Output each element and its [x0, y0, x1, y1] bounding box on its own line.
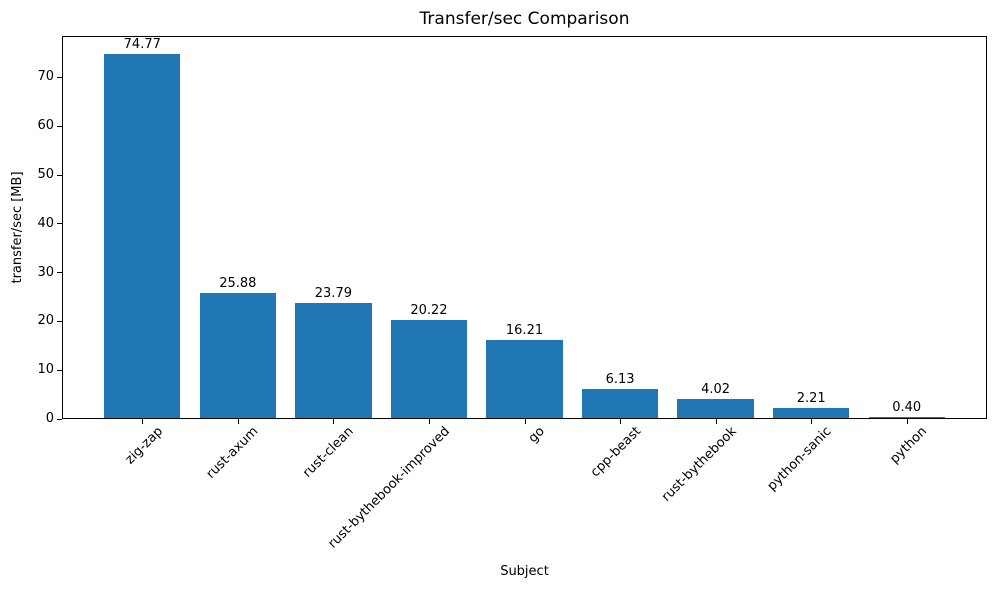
- bar-rust-bythebook-improved: [390, 320, 468, 419]
- y-tick-mark-10: [57, 369, 62, 371]
- y-tick-label-0: 0: [45, 411, 54, 426]
- x-tick-label-zig-zap: zig-zap: [122, 424, 166, 468]
- y-tick-label-50: 50: [37, 167, 54, 183]
- bar-python-sanic: [772, 408, 850, 419]
- x-tick-mark-go: [524, 419, 526, 424]
- value-label-go: 16.21: [505, 322, 544, 338]
- x-tick-label-rust-clean: rust-clean: [300, 424, 357, 481]
- y-tick-mark-0: [57, 418, 62, 420]
- y-tick-mark-40: [57, 223, 62, 225]
- value-label-rust-clean: 23.79: [314, 285, 352, 301]
- value-label-cpp-beast: 6.13: [605, 372, 635, 388]
- bar-zig-zap: [104, 54, 181, 419]
- bar-rust-clean: [295, 302, 372, 419]
- y-tick-mark-70: [57, 76, 62, 78]
- x-tick-label-go: go: [526, 424, 549, 447]
- x-tick-label-rust-axum: rust-axum: [203, 424, 262, 482]
- bar-go: [486, 339, 563, 419]
- bar-rust-axum: [199, 292, 277, 419]
- y-tick-label-30: 30: [37, 264, 54, 280]
- x-tick-mark-python: [906, 419, 908, 424]
- value-label-zig-zap: 74.77: [123, 37, 161, 53]
- x-tick-label-python-sanic: python-sanic: [764, 424, 835, 494]
- bar-rust-bythebook: [677, 399, 754, 419]
- x-tick-mark-cpp-beast: [620, 419, 622, 424]
- y-tick-mark-50: [57, 174, 62, 176]
- x-tick-mark-zig-zap: [142, 419, 144, 424]
- x-axis-label: Subject: [500, 564, 549, 579]
- x-tick-label-python: python: [887, 424, 931, 467]
- value-label-rust-bythebook-improved: 20.22: [410, 303, 448, 319]
- value-label-python: 0.40: [892, 400, 922, 416]
- y-tick-label-70: 70: [37, 69, 54, 85]
- bar-python: [868, 417, 945, 419]
- y-tick-mark-60: [57, 125, 62, 127]
- x-tick-mark-rust-bythebook: [715, 419, 717, 424]
- value-label-rust-axum: 25.88: [219, 275, 257, 291]
- y-tick-label-60: 60: [37, 118, 54, 134]
- x-tick-mark-python-sanic: [811, 419, 813, 424]
- x-tick-mark-rust-axum: [237, 419, 239, 424]
- chart-title: Transfer/sec Comparison: [419, 9, 630, 29]
- y-tick-mark-30: [57, 272, 62, 274]
- y-tick-label-40: 40: [37, 215, 54, 231]
- x-tick-label-cpp-beast: cpp-beast: [587, 424, 644, 481]
- y-tick-label-20: 20: [37, 313, 54, 329]
- x-tick-mark-rust-bythebook-improved: [428, 419, 430, 424]
- bar-cpp-beast: [581, 389, 659, 419]
- x-tick-label-rust-bythebook: rust-bythebook: [658, 424, 740, 505]
- y-tick-mark-20: [57, 320, 62, 322]
- value-label-rust-bythebook: 4.02: [701, 382, 731, 398]
- x-tick-mark-rust-clean: [333, 419, 335, 424]
- value-label-python-sanic: 2.21: [796, 391, 826, 407]
- y-tick-label-10: 10: [37, 362, 54, 378]
